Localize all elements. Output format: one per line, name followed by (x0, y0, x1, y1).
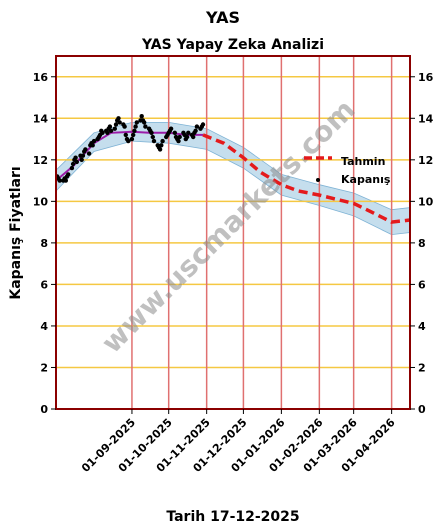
close-point (129, 136, 135, 142)
y-tick-label-left: 12 (33, 154, 48, 167)
close-point (79, 157, 84, 162)
y-tick-label-left: 8 (40, 237, 48, 250)
legend: Tahmin Kapanış (304, 155, 391, 186)
close-point (70, 161, 76, 167)
close-point (172, 130, 177, 135)
close-point (80, 153, 86, 158)
y-tick-label-left: 0 (40, 403, 48, 416)
y-tick-label-right: 10 (418, 195, 434, 208)
close-point (86, 151, 92, 156)
close-point (193, 128, 198, 133)
close-point (139, 114, 144, 119)
close-point (157, 147, 163, 152)
close-point (69, 165, 75, 171)
y-tick-label-left: 6 (40, 278, 48, 291)
x-axis: 01-09-202501-10-202501-11-202501-12-2025… (79, 409, 398, 475)
y-axis-left: 0 2 4 6 8 10 12 14 16 (33, 71, 56, 416)
close-point (132, 128, 137, 133)
close-point (66, 172, 71, 177)
y-tick-label-left: 16 (33, 71, 49, 84)
legend-swatch-close (316, 178, 320, 182)
close-point (107, 124, 113, 129)
close-point (108, 128, 114, 133)
y-tick-label-right: 0 (418, 403, 426, 416)
close-point (151, 138, 157, 144)
close-point (117, 120, 122, 125)
y-tick-label-right: 8 (418, 237, 426, 250)
close-point (176, 138, 181, 144)
close-point (168, 126, 174, 131)
close-point (149, 130, 154, 135)
y-axis-label: Kapanış Fiyatları (8, 166, 24, 299)
close-point (112, 126, 118, 131)
close-point (200, 122, 206, 127)
close-point (122, 124, 127, 129)
x-axis-label: Tarih 17-12-2025 (166, 509, 299, 525)
close-point (131, 132, 136, 138)
y-tick-label-right: 6 (418, 278, 426, 291)
close-point (73, 155, 78, 160)
y-tick-label-right: 2 (418, 361, 426, 374)
close-point (134, 120, 139, 125)
y-tick-label-right: 16 (418, 71, 434, 84)
close-point (113, 122, 119, 127)
close-point (184, 134, 190, 140)
close-point (159, 143, 164, 148)
y-tick-label-right: 4 (418, 320, 426, 333)
legend-label-close: Kapanış (341, 173, 391, 186)
close-point (57, 178, 62, 183)
plot-frame (55, 55, 411, 410)
close-point (83, 147, 88, 152)
close-points-layer (55, 114, 206, 183)
y-tick-label-right: 14 (418, 112, 434, 125)
y-tick-label-left: 10 (33, 195, 49, 208)
close-point (133, 124, 138, 129)
close-point (177, 134, 182, 140)
close-point (74, 159, 80, 165)
forecast-line (202, 133, 411, 224)
y-tick-label-left: 2 (40, 361, 48, 374)
grid-layer (56, 56, 410, 409)
close-point (90, 143, 95, 148)
close-point (123, 132, 128, 138)
y-tick-label-left: 14 (33, 112, 49, 125)
forecast-line-layer (202, 133, 411, 224)
close-point (126, 138, 131, 144)
close-point (116, 116, 121, 121)
y-axis-right: 0 2 4 6 8 10 12 14 16 (410, 71, 434, 416)
close-point (186, 130, 191, 135)
close-point (63, 178, 68, 183)
chart-suptitle: YAS (205, 8, 240, 27)
close-point (91, 138, 97, 144)
close-point (191, 134, 196, 140)
y-tick-label-left: 4 (40, 320, 48, 333)
close-point (105, 130, 110, 135)
y-tick-label-right: 12 (418, 154, 433, 167)
close-point (194, 124, 200, 129)
close-point (100, 130, 105, 135)
close-point (143, 124, 148, 129)
close-point (150, 134, 155, 140)
close-point (160, 138, 165, 144)
chart-title: YAS Yapay Zeka Analizi (141, 37, 324, 53)
legend-label-forecast: Tahmin (341, 155, 385, 168)
close-point (142, 120, 147, 125)
